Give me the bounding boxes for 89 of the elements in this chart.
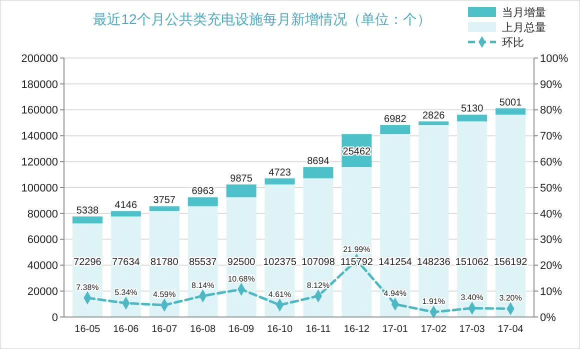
y2-tick-label: 100% bbox=[540, 52, 568, 65]
x-tick-label: 16-09 bbox=[228, 324, 255, 335]
x-tick-label: 16-12 bbox=[344, 324, 370, 335]
data-label: 8.14% bbox=[192, 280, 214, 290]
chart-title: 最近12个月公共类充电设施每月新增情况（单位：个） bbox=[93, 11, 431, 27]
x-tick-label: 16-06 bbox=[113, 324, 140, 335]
x-tick-label: 16-08 bbox=[190, 324, 216, 335]
data-label: 4723 bbox=[268, 167, 292, 178]
x-tick-label: 17-01 bbox=[382, 324, 408, 335]
data-label: 4.59% bbox=[153, 290, 176, 300]
data-label: 102375 bbox=[263, 257, 297, 268]
data-label: 3.20% bbox=[499, 294, 522, 303]
bar bbox=[72, 216, 102, 224]
bar bbox=[264, 178, 295, 184]
data-label: 81780 bbox=[150, 257, 179, 268]
legend-label: 环比 bbox=[502, 36, 524, 49]
bar bbox=[418, 125, 449, 317]
data-label: 8.12% bbox=[306, 280, 330, 290]
bar bbox=[380, 134, 410, 317]
y-tick-label: 20000 bbox=[27, 286, 58, 298]
bar bbox=[418, 121, 449, 126]
data-label: 92500 bbox=[227, 257, 256, 268]
x-tick-label: 17-02 bbox=[420, 324, 447, 335]
y2-tick-label: 90% bbox=[540, 78, 562, 91]
y-tick-label: 100000 bbox=[21, 182, 58, 194]
data-label: 9875 bbox=[230, 173, 253, 184]
y-tick-label: 0 bbox=[52, 312, 58, 324]
data-label: 6982 bbox=[384, 114, 407, 126]
y2-tick-label: 60% bbox=[540, 156, 562, 168]
data-label: 156192 bbox=[494, 257, 528, 268]
bar bbox=[457, 121, 488, 317]
data-label: 72296 bbox=[74, 257, 102, 268]
y-tick-label: 60000 bbox=[27, 234, 58, 246]
data-label: 2826 bbox=[422, 110, 446, 122]
y2-tick-label: 80% bbox=[540, 104, 562, 117]
data-label: 8694 bbox=[307, 156, 330, 168]
data-label: 5001 bbox=[499, 97, 522, 108]
y2-tick-label: 40% bbox=[540, 208, 562, 220]
bar bbox=[149, 206, 180, 212]
data-label: 85537 bbox=[188, 257, 218, 268]
bar bbox=[496, 108, 526, 115]
data-label: 148236 bbox=[416, 257, 451, 268]
bar bbox=[303, 167, 334, 178]
bar bbox=[303, 178, 334, 317]
x-tick-label: 17-03 bbox=[459, 324, 486, 335]
legend-label: 当月增量 bbox=[502, 6, 546, 19]
x-tick-label: 16-10 bbox=[266, 324, 293, 335]
data-label: 151062 bbox=[455, 257, 490, 268]
data-label: 4.61% bbox=[268, 290, 292, 300]
data-label: 6963 bbox=[192, 186, 214, 198]
x-tick-label: 17-04 bbox=[498, 324, 524, 335]
y-tick-label: 200000 bbox=[21, 52, 58, 65]
y-tick-label: 180000 bbox=[21, 78, 58, 91]
data-label: 3757 bbox=[153, 195, 176, 206]
bar bbox=[342, 167, 372, 317]
x-tick-label: 16-11 bbox=[306, 324, 332, 335]
y-tick-label: 120000 bbox=[21, 156, 58, 168]
y2-tick-label: 0% bbox=[540, 312, 556, 324]
bar bbox=[188, 197, 218, 206]
y2-tick-label: 20% bbox=[540, 260, 562, 272]
y2-tick-label: 10% bbox=[540, 286, 562, 298]
data-label: 4146 bbox=[114, 200, 138, 212]
data-label: 25462 bbox=[342, 146, 372, 158]
y2-tick-label: 30% bbox=[540, 234, 562, 246]
x-tick-label: 16-07 bbox=[152, 324, 178, 335]
data-label: 5338 bbox=[76, 205, 100, 216]
x-tick-label: 16-05 bbox=[74, 324, 101, 335]
data-label: 10.68% bbox=[228, 274, 255, 284]
data-label: 141254 bbox=[378, 257, 412, 268]
y2-tick-label: 50% bbox=[540, 182, 562, 194]
bar bbox=[457, 114, 488, 122]
y-tick-label: 80000 bbox=[27, 208, 58, 220]
y-tick-label: 140000 bbox=[21, 130, 58, 143]
bar bbox=[226, 184, 256, 198]
data-label: 77634 bbox=[112, 257, 140, 268]
bar bbox=[380, 125, 410, 134]
data-label: 5130 bbox=[460, 104, 484, 115]
data-label: 107098 bbox=[302, 257, 336, 268]
y-tick-label: 160000 bbox=[21, 104, 58, 117]
data-label: 1.91% bbox=[422, 297, 445, 306]
data-label: 3.40% bbox=[460, 293, 484, 302]
legend-label: 上月总量 bbox=[502, 20, 546, 34]
y2-tick-label: 70% bbox=[540, 130, 562, 143]
data-label: 21.99% bbox=[343, 245, 370, 254]
data-label: 7.38% bbox=[76, 282, 99, 292]
bar bbox=[110, 211, 141, 216]
y-tick-label: 40000 bbox=[27, 260, 58, 272]
data-label: 5.34% bbox=[114, 288, 138, 298]
bar bbox=[496, 114, 526, 317]
